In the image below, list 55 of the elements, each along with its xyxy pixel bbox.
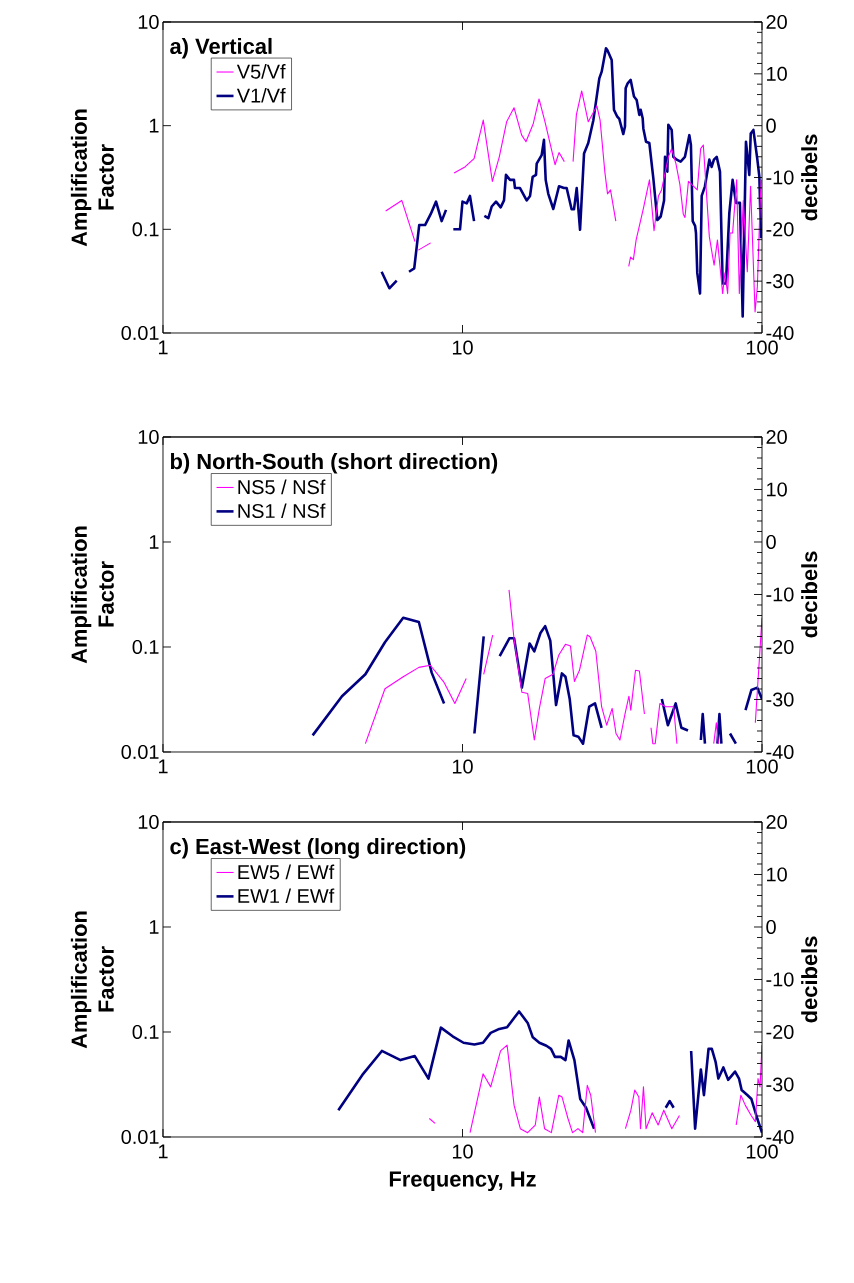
y2-tick-label: -30: [766, 692, 794, 707]
y-tick-label: 1: [149, 535, 159, 549]
x-tick-label: 10: [452, 1144, 473, 1159]
legend-label: EW5 / EWf: [238, 864, 335, 880]
y2-tick-label: 20: [766, 814, 787, 830]
y2-tick-label: -40: [766, 325, 794, 341]
y-tick-label: 10: [138, 429, 159, 445]
x-tick-label: 100: [746, 759, 778, 774]
y2-tick-label: -10: [766, 170, 794, 185]
y-tick-label: 0.1: [132, 222, 159, 237]
y-tick-label: 1: [149, 920, 159, 934]
y-axis-title: Amplification Factor: [70, 911, 114, 1049]
y2-tick-label: -10: [766, 972, 794, 987]
text: c) East-West (long direction): [170, 838, 466, 859]
y-axis-title: Amplification Factor: [70, 526, 114, 664]
y-axis-title: Amplification Factor: [70, 109, 114, 247]
y-tick-label: 10: [138, 814, 159, 830]
y2-tick-label: 20: [766, 429, 787, 445]
y2-tick-label: 20: [766, 14, 787, 30]
legend-label: EW1 / EWf: [238, 888, 335, 904]
legend-label: NS1 / NSf: [238, 503, 326, 519]
text: b) North-South (short direction): [170, 453, 498, 474]
y2-tick-label: -10: [766, 587, 794, 602]
y2-tick-label: 0: [766, 118, 776, 133]
y2-tick-label: -30: [766, 1077, 794, 1092]
text: a) Vertical: [170, 37, 272, 59]
y2-tick-label: -20: [766, 222, 794, 237]
y-tick-label: 10: [138, 14, 159, 30]
x-tick-label: 100: [746, 1144, 778, 1159]
y2-tick-label: -20: [766, 639, 794, 655]
y2-tick-label: 10: [767, 867, 787, 882]
y2-axis-title: decibels: [801, 134, 818, 221]
x-axis-title: Frequency, Hz: [389, 1171, 536, 1192]
y2-tick-label: -40: [766, 1129, 794, 1145]
y-tick-label: 1: [149, 118, 159, 133]
y-tick-label: 0.1: [132, 639, 159, 655]
y2-tick-label: -20: [766, 1024, 794, 1040]
y2-tick-label: 10: [767, 66, 787, 81]
y2-tick-label: -30: [766, 274, 794, 289]
x-tick-label: 100: [746, 340, 778, 355]
y2-tick-label: -40: [766, 744, 794, 760]
y2-axis-title: decibels: [801, 936, 818, 1023]
legend-label: V5/Vf: [236, 64, 286, 79]
y-tick-label: 0.01: [121, 325, 159, 341]
x-tick-label: 10: [452, 759, 473, 774]
y2-tick-label: 0: [766, 534, 776, 550]
legend-label: V1/Vf: [236, 87, 286, 103]
y2-tick-label: 0: [766, 919, 776, 935]
y-tick-label: 0.01: [121, 744, 159, 760]
y2-axis-title: decibels: [801, 551, 818, 638]
y-tick-label: 0.1: [132, 1024, 159, 1040]
y-tick-label: 0.01: [121, 1129, 159, 1145]
legend-label: NS5 / NSf: [238, 479, 326, 495]
y2-tick-label: 10: [767, 482, 787, 497]
x-tick-label: 10: [452, 340, 473, 355]
